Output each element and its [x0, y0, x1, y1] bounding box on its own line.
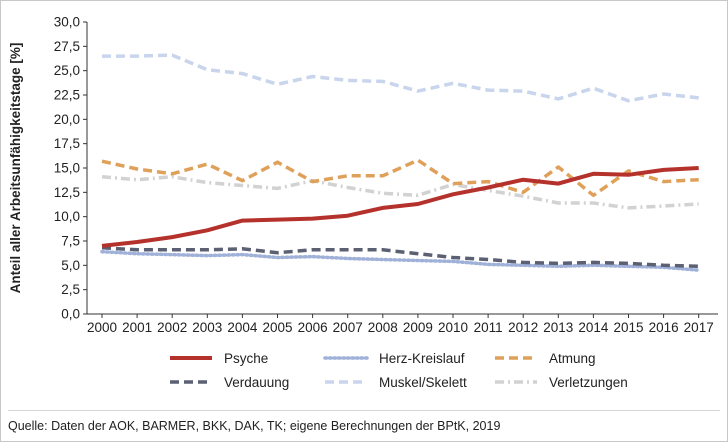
- y-tick-label: 12,5: [54, 185, 80, 200]
- x-tick-label: 2005: [262, 320, 292, 335]
- legend-label-herz-kreislauf: Herz-Kreislauf: [379, 351, 465, 366]
- y-tick-label: 27,5: [54, 39, 80, 54]
- source-note: Quelle: Daten der AOK, BARMER, BKK, DAK,…: [8, 410, 720, 433]
- x-tick-label: 2015: [613, 320, 643, 335]
- y-axis-label: Anteil aller Arbeitsunfähigkeitstage [%]: [8, 43, 23, 294]
- x-tick-label: 2012: [508, 320, 538, 335]
- x-tick-label: 2016: [649, 320, 679, 335]
- x-ticks: 2000 2001 2002 2003 2004 2005 2006 2007 2008 2009…: [87, 314, 714, 335]
- legend: Psyche Herz-Kreislauf Atmung Verdauung Muske…: [170, 351, 628, 390]
- y-tick-label: 22,5: [54, 88, 80, 103]
- y-tick-label: 5,0: [61, 258, 80, 273]
- legend-label-psyche: Psyche: [224, 351, 268, 366]
- x-tick-label: 2010: [438, 320, 468, 335]
- series-line-verdauung: [101, 246, 699, 269]
- x-tick-label: 2003: [192, 320, 222, 335]
- series-lines: [100, 53, 701, 272]
- series-line-verletzungen: [101, 175, 699, 210]
- y-tick-label: 20,0: [54, 112, 80, 127]
- series-line-muskel-skelett: [102, 53, 699, 103]
- x-tick-label: 2011: [474, 320, 503, 335]
- y-tick-label: 0,0: [61, 307, 80, 322]
- y-tick-label: 2,5: [61, 282, 80, 297]
- y-tick-label: 15,0: [54, 161, 80, 176]
- x-tick-label: 2008: [368, 320, 398, 335]
- legend-label-verletzungen: Verletzungen: [549, 375, 628, 390]
- legend-label-verdauung: Verdauung: [224, 375, 289, 390]
- x-tick-label: 2000: [87, 320, 117, 335]
- legend-label-atmung: Atmung: [549, 351, 596, 366]
- y-tick-label: 7,5: [61, 234, 80, 249]
- x-tick-label: 2013: [543, 320, 573, 335]
- y-tick-label: 10,0: [54, 209, 80, 224]
- series-line-herz-kreislauf: [100, 249, 701, 272]
- x-tick-label: 2007: [333, 320, 363, 335]
- x-tick-label: 2014: [578, 320, 609, 335]
- x-tick-label: 2017: [684, 320, 714, 335]
- x-tick-label: 2009: [403, 320, 433, 335]
- y-tick-label: 30,0: [54, 15, 80, 30]
- x-tick-label: 2001: [122, 320, 152, 335]
- y-tick-label: 17,5: [54, 136, 80, 151]
- x-tick-label: 2002: [157, 320, 187, 335]
- series-line-psyche: [101, 166, 699, 248]
- x-tick-label: 2006: [298, 320, 328, 335]
- x-tick-label: 2004: [227, 320, 258, 335]
- series-line-atmung: [101, 158, 699, 198]
- y-ticks: 0,0 2,5 5,0 7,5 10,0 12,5 15,0 17,5 20,0 22,5 25,0…: [54, 15, 87, 322]
- legend-label-muskel-skelett: Muskel/Skelett: [379, 375, 467, 390]
- y-tick-label: 25,0: [54, 63, 80, 78]
